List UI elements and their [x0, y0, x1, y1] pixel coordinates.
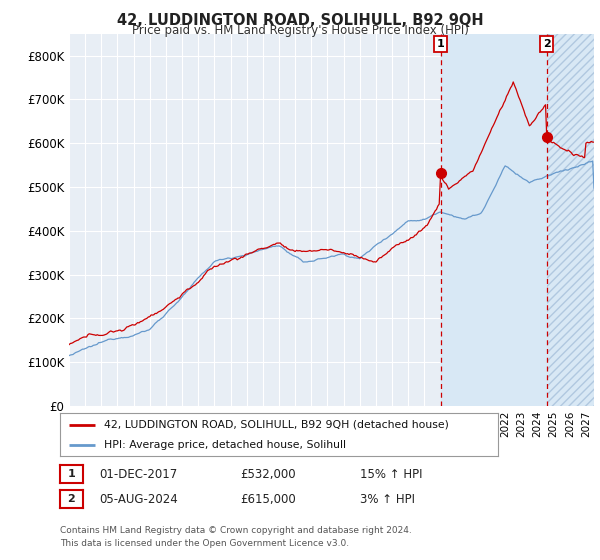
Text: £532,000: £532,000: [240, 468, 296, 480]
Text: 2: 2: [68, 494, 75, 504]
Text: 2: 2: [543, 39, 551, 49]
Text: 42, LUDDINGTON ROAD, SOLIHULL, B92 9QH (detached house): 42, LUDDINGTON ROAD, SOLIHULL, B92 9QH (…: [104, 419, 449, 430]
Text: 05-AUG-2024: 05-AUG-2024: [99, 493, 178, 506]
Text: 1: 1: [68, 469, 75, 479]
Text: 1: 1: [437, 39, 445, 49]
Text: 15% ↑ HPI: 15% ↑ HPI: [360, 468, 422, 480]
Bar: [547, 34, 594, 406]
Text: £615,000: £615,000: [240, 493, 296, 506]
Text: Price paid vs. HM Land Registry's House Price Index (HPI): Price paid vs. HM Land Registry's House …: [131, 24, 469, 37]
Bar: [547, 34, 594, 406]
Text: 42, LUDDINGTON ROAD, SOLIHULL, B92 9QH: 42, LUDDINGTON ROAD, SOLIHULL, B92 9QH: [116, 13, 484, 28]
Text: HPI: Average price, detached house, Solihull: HPI: Average price, detached house, Soli…: [104, 440, 346, 450]
Text: 3% ↑ HPI: 3% ↑ HPI: [360, 493, 415, 506]
Text: Contains HM Land Registry data © Crown copyright and database right 2024.
This d: Contains HM Land Registry data © Crown c…: [60, 526, 412, 548]
Text: 01-DEC-2017: 01-DEC-2017: [99, 468, 177, 480]
Bar: [440, 34, 547, 406]
